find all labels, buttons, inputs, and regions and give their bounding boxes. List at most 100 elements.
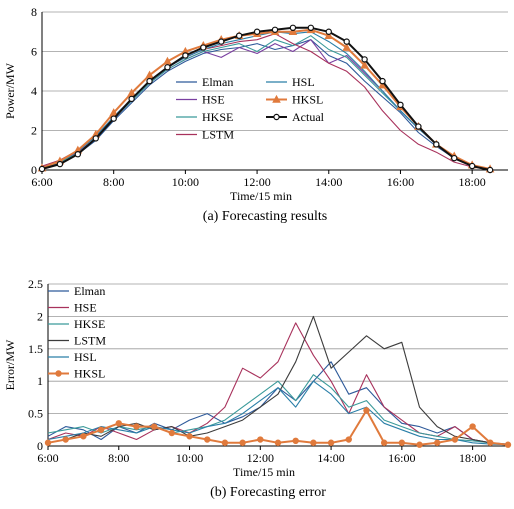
legend-item: HSL <box>266 75 315 89</box>
data-point <box>133 423 140 430</box>
y-axis-label: Power/MW <box>3 62 17 119</box>
data-point <box>487 439 494 446</box>
x-axis-label: Time/15 min <box>233 465 295 479</box>
x-tick-label: 12:00 <box>243 175 270 189</box>
legend-label: LSTM <box>202 128 234 142</box>
legend-marker <box>273 113 280 121</box>
x-tick-label: 18:00 <box>458 175 485 189</box>
data-point <box>361 56 368 63</box>
chart-forecasting-error: 0 0.5 1 1.5 2 2.5 6:00 8:00 10:00 12:00 14:00 16:00… <box>3 277 512 500</box>
data-point <box>92 135 99 142</box>
legend-item: LSTM <box>176 128 234 142</box>
series-line <box>47 361 509 445</box>
data-point <box>310 439 317 446</box>
legend-label: HKSE <box>74 317 105 331</box>
y-tick-label: 4 <box>31 84 37 98</box>
data-point <box>468 162 476 170</box>
data-point <box>150 423 158 430</box>
y-tick-label: 8 <box>31 5 37 19</box>
legend-label: HSL <box>74 350 97 364</box>
legend-label: Actual <box>292 110 325 124</box>
x-tick-label: 12:00 <box>247 451 274 465</box>
legend-label: HSE <box>74 301 97 315</box>
data-point <box>271 26 279 33</box>
x-tick-label: 16:00 <box>388 451 415 465</box>
series-line <box>41 26 491 171</box>
series-hse <box>41 39 491 170</box>
chart-caption: (a) Forecasting results <box>203 209 327 224</box>
x-tick-label: 10:00 <box>176 451 203 465</box>
data-point <box>504 441 512 448</box>
y-tick-label: 0 <box>37 439 43 453</box>
legend-label: HKSE <box>202 110 233 124</box>
data-point <box>325 28 332 35</box>
data-point <box>164 64 171 71</box>
data-point <box>204 436 211 443</box>
data-point <box>168 429 176 437</box>
data-point <box>235 32 243 39</box>
data-point <box>397 101 404 109</box>
x-tick-label: 6:00 <box>37 451 58 465</box>
data-point <box>416 441 423 448</box>
x-tick-label: 14:00 <box>317 451 344 465</box>
y-tick-label: 0 <box>31 163 37 177</box>
data-point <box>380 439 388 446</box>
legend-label: HSL <box>292 75 315 89</box>
legend-label: Elman <box>202 75 233 89</box>
legend-item: HSL <box>48 350 97 364</box>
y-tick-label: 1 <box>37 374 43 388</box>
data-point <box>56 160 64 168</box>
legend-marker <box>55 370 62 377</box>
series-hkse <box>47 374 509 446</box>
data-point <box>398 439 406 446</box>
data-point <box>469 423 476 430</box>
legend-item: HKSL <box>48 367 105 381</box>
legend-label: HSE <box>202 93 225 107</box>
data-point <box>253 28 261 35</box>
legend-label: HKSL <box>74 367 105 381</box>
y-tick-label: 0.5 <box>28 407 43 421</box>
series-lstm <box>41 33 491 170</box>
legend-item: LSTM <box>48 334 106 348</box>
data-point <box>97 426 105 433</box>
data-point <box>110 115 117 122</box>
data-point <box>257 436 264 443</box>
data-point <box>289 24 297 31</box>
legend-item: Elman <box>176 75 233 89</box>
data-point <box>182 52 189 59</box>
x-tick-label: 6:00 <box>31 175 52 189</box>
data-point <box>115 420 122 427</box>
y-tick-label: 2.5 <box>28 277 43 291</box>
y-tick-label: 6 <box>31 45 37 59</box>
data-point <box>343 38 350 45</box>
series-line <box>47 380 509 446</box>
legend-label: Elman <box>74 284 105 298</box>
data-point <box>292 437 299 445</box>
data-point <box>62 436 69 443</box>
series-actual <box>38 24 494 174</box>
chart-forecasting-results: 0 2 4 6 8 6:00 8:00 10:00 12:00 14:00 16:00 18:00 Ti… <box>3 5 508 224</box>
series-elman <box>41 39 491 170</box>
legend-label: LSTM <box>74 334 106 348</box>
series-line <box>41 39 491 170</box>
data-point <box>327 439 335 446</box>
series-line <box>41 35 491 170</box>
data-point <box>274 439 282 446</box>
data-point <box>451 436 459 443</box>
series-line <box>47 374 509 446</box>
data-point <box>360 60 369 69</box>
data-point <box>146 77 153 85</box>
series-line <box>47 322 509 446</box>
legend-item: HKSE <box>48 317 105 331</box>
legend-item: Actual <box>266 110 325 124</box>
series-hkse <box>41 35 491 170</box>
x-tick-label: 14:00 <box>315 175 342 189</box>
series-line <box>47 315 509 446</box>
legend: Elman HSE HKSE LSTM HSL HKSL Actual <box>176 75 325 142</box>
data-point <box>363 407 370 414</box>
data-point <box>186 433 193 440</box>
series-line <box>41 39 491 170</box>
data-point <box>218 38 225 45</box>
data-point <box>307 24 315 31</box>
